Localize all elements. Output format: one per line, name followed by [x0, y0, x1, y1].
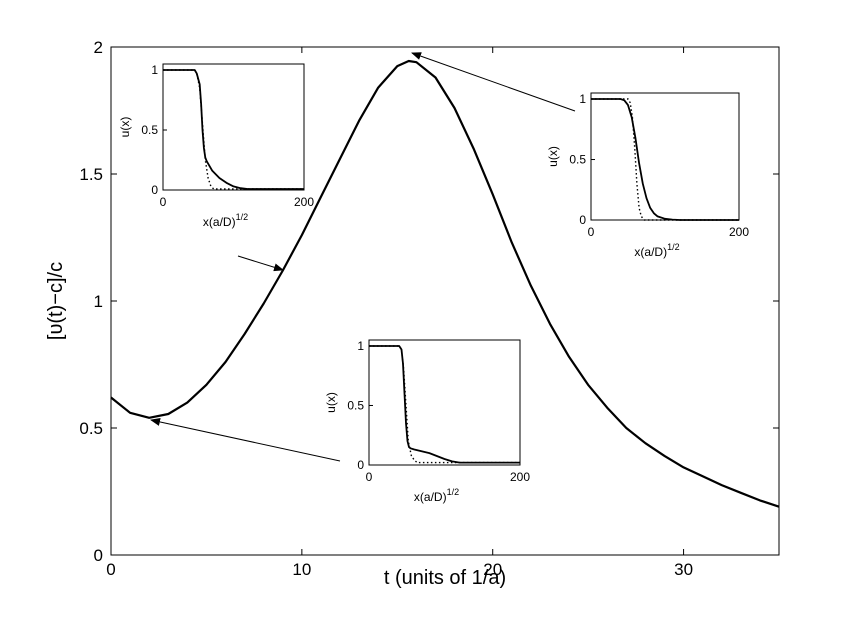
inset-x-tick-label: 200	[510, 470, 530, 484]
x-tick-label: 0	[106, 560, 115, 579]
inset-y-axis-label: u(x)	[324, 392, 338, 413]
inset-y-tick-label: 1	[579, 92, 586, 106]
inset-solid-profile	[591, 98, 739, 221]
arrow-to-rising-branch	[237, 255, 284, 272]
inset-top-right: 0 200 0 0.5 1 u(x) x(a/D)1/2	[546, 92, 749, 259]
inset-x-tick-label: 0	[588, 225, 595, 239]
inset-x-axis-label-exponent: 1/2	[667, 242, 680, 252]
inset-y-tick-label: 0.5	[141, 123, 158, 137]
inset-x-tick-label: 200	[729, 225, 749, 239]
inset-x-axis-label: x(a/D)1/2	[203, 212, 248, 229]
inset-y-tick-label: 0	[579, 213, 586, 227]
inset-solid-profile	[369, 345, 520, 464]
inset-y-tick-label: 0	[151, 183, 158, 197]
inset-top-left: 0 200 0 0.5 1 u(x) x(a/D)1/2	[118, 63, 314, 229]
inset-y-axis-label: u(x)	[546, 146, 560, 167]
y-tick-label: 0	[94, 546, 103, 565]
inset-x-axis-label: x(a/D)1/2	[414, 487, 459, 504]
main-series-line	[110, 59, 780, 508]
inset-x-tick-label: 200	[294, 195, 314, 209]
x-tick-label: 30	[674, 560, 693, 579]
x-tick-label: 10	[292, 560, 311, 579]
inset-y-tick-label: 0.5	[569, 153, 586, 167]
inset-y-tick-label: 1	[357, 339, 364, 353]
inset-bottom-center: 0 200 0 0.5 1 u(x) x(a/D)1/2	[324, 339, 530, 504]
y-axis-label: [υ(t)−c]/c	[45, 262, 67, 340]
inset-x-tick-label: 0	[366, 470, 373, 484]
inset-x-axis-label-exponent: 1/2	[447, 487, 460, 497]
inset-x-axis-label-base: x(a/D)	[203, 215, 236, 229]
inset-dotted-profile	[591, 98, 739, 221]
inset-x-tick-label: 0	[160, 195, 167, 209]
inset-x-axis-label-exponent: 1/2	[236, 212, 249, 222]
y-tick-label: 1	[94, 292, 103, 311]
inset-solid-profile	[163, 69, 304, 190]
inset-x-axis-label: x(a/D)1/2	[634, 242, 679, 259]
annotation-arrows	[150, 52, 576, 462]
y-tick-label: 2	[94, 38, 103, 57]
x-tick-label: 20	[483, 560, 502, 579]
inset-y-axis-label: u(x)	[118, 117, 132, 138]
y-tick-label: 0.5	[79, 419, 103, 438]
inset-y-tick-label: 1	[151, 63, 158, 77]
y-tick-label: 1.5	[79, 165, 103, 184]
inset-axes-box	[368, 339, 521, 466]
inset-x-axis-label-base: x(a/D)	[414, 490, 447, 504]
arrow-to-peak	[411, 52, 576, 112]
inset-y-tick-label: 0	[357, 458, 364, 472]
arrow-to-minimum	[150, 417, 341, 462]
x-axis-label: t (units of 1/a)	[384, 567, 506, 589]
inset-y-tick-label: 0.5	[347, 398, 364, 412]
inset-axes-box	[590, 92, 740, 221]
inset-axes-box	[162, 63, 305, 191]
inset-x-axis-label-base: x(a/D)	[634, 245, 667, 259]
